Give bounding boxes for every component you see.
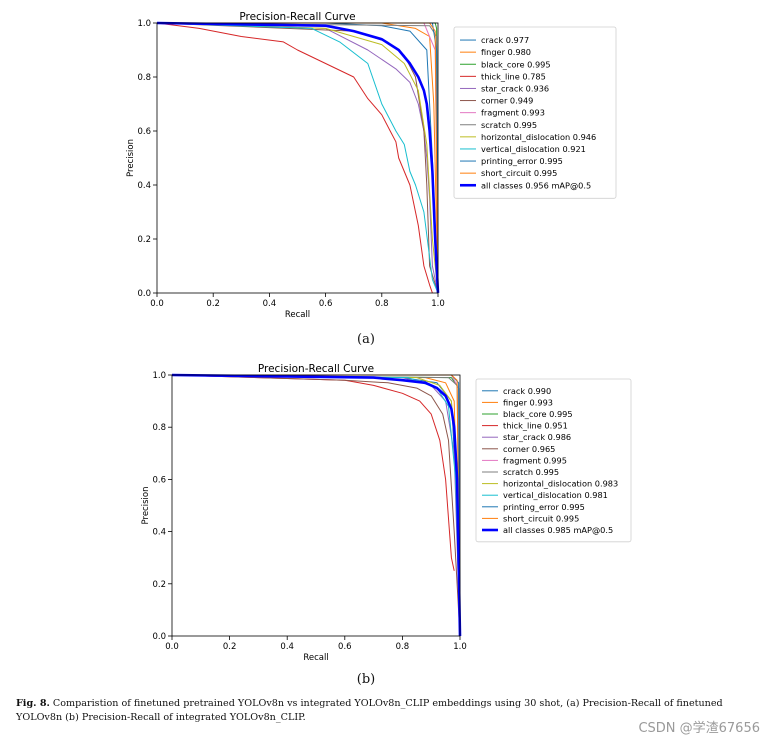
chart-a: 0.0 0.2 0.4 0.6 0.8 1.0 0.0 0.2 0.4 0.6 0.8 1.0 Prec… (126, 11, 617, 320)
legend-entry: scratch 0.995 (481, 120, 537, 130)
legend-entry: black_core 0.995 (481, 59, 551, 69)
legend-entry: printing_error 0.995 (481, 156, 563, 166)
x-tick-label: 0.4 (263, 299, 277, 309)
subfigure-caption-a: (a) (357, 332, 375, 347)
y-tick-label: 0.2 (152, 580, 166, 590)
legend-entry: vertical_dislocation 0.981 (503, 490, 608, 500)
legend-entry: short_circuit 0.995 (503, 513, 579, 523)
x-tick-label: 1.0 (431, 299, 445, 309)
y-tick-label: 0.0 (137, 289, 151, 299)
chart-b: 0.0 0.2 0.4 0.6 0.8 1.0 0.0 0.2 0.4 0.6 0.8 1.0 Prec… (141, 363, 632, 663)
series-line-thick_line (171, 374, 455, 571)
series-line-finger (157, 22, 439, 294)
series-line-scratch (171, 374, 461, 637)
legend-entry: crack 0.977 (481, 35, 529, 45)
legend-entry: black_core 0.995 (503, 409, 573, 419)
series-line-black_core (171, 374, 461, 637)
y-tick-label: 0.2 (137, 235, 151, 245)
y-axis-label: Precision (141, 487, 151, 525)
x-tick-label: 0.6 (338, 642, 352, 652)
x-tick-label: 0.0 (150, 299, 164, 309)
y-tick-label: 0.8 (137, 73, 151, 83)
legend-box (453, 26, 617, 199)
figure-caption-text: Comparistion of finetuned pretrained YOL… (16, 698, 723, 723)
subfigure-caption-b: (b) (356, 672, 376, 687)
series-line-star_crack (156, 22, 439, 294)
legend-entry: corner 0.965 (503, 444, 555, 454)
series-line-scratch (156, 22, 439, 294)
y-tick-label: 0.4 (137, 181, 151, 191)
legend-entry: short_circuit 0.995 (481, 168, 557, 178)
y-tick-label: 0.0 (152, 632, 166, 642)
watermark: CSDN @学渣67656 (638, 721, 760, 736)
legend-entry: star_crack 0.936 (481, 83, 549, 93)
legend-entry: fragment 0.993 (481, 108, 545, 118)
y-tick-label: 0.6 (152, 475, 166, 485)
legend-entry: finger 0.980 (481, 47, 531, 57)
figure-caption: Fig. 8. Comparistion of finetuned pretra… (16, 697, 751, 725)
legend-entry: horizontal_dislocation 0.983 (503, 479, 618, 489)
plot-frame (171, 374, 461, 637)
series-line-printing_error (172, 374, 461, 637)
chart-title: Precision-Recall Curve (239, 11, 355, 23)
x-tick-label: 0.4 (280, 642, 294, 652)
legend-entry: printing_error 0.995 (503, 502, 585, 512)
legend-entry: scratch 0.995 (503, 467, 559, 477)
y-tick-label: 1.0 (137, 19, 151, 29)
x-axis-label: Recall (303, 653, 328, 663)
series-line-printing_error (157, 22, 439, 294)
figure-label: Fig. 8. (16, 698, 50, 709)
legend-entry: vertical_dislocation 0.921 (481, 144, 586, 154)
series-line-fragment (157, 22, 439, 294)
series-line-short_circuit (172, 374, 461, 637)
y-tick-label: 1.0 (152, 371, 166, 381)
legend-entry: thick_line 0.951 (503, 421, 568, 431)
series-line-short_circuit (157, 22, 439, 294)
legend-entry: crack 0.990 (503, 386, 551, 396)
series-line-all (171, 373, 462, 637)
series-line-fragment (172, 374, 461, 637)
x-tick-label: 1.0 (453, 642, 467, 652)
series-line-crack (157, 22, 439, 294)
x-tick-label: 0.8 (396, 642, 410, 652)
chart-title: Precision-Recall Curve (258, 363, 374, 375)
x-axis-label: Recall (285, 310, 310, 320)
x-tick-label: 0.6 (319, 299, 333, 309)
series-line-crack (171, 374, 461, 637)
y-tick-label: 0.8 (152, 423, 166, 433)
legend-entry: all classes 0.985 mAP@0.5 (503, 525, 613, 535)
series-line-all (156, 21, 440, 294)
x-tick-label: 0.2 (223, 642, 237, 652)
x-tick-label: 0.8 (375, 299, 389, 309)
legend-entry: finger 0.993 (503, 397, 553, 407)
series-line-finger (171, 374, 461, 637)
plot-frame (156, 22, 439, 294)
series-line-corner (156, 22, 439, 294)
series-line-vertical_dislocation (171, 374, 461, 637)
series-line-horizontal_dislocation (156, 22, 439, 294)
x-tick-label: 0.0 (165, 642, 179, 652)
y-axis-label: Precision (126, 139, 136, 177)
legend-box (475, 378, 632, 543)
legend-entry: corner 0.949 (481, 96, 533, 106)
legend-entry: thick_line 0.785 (481, 71, 546, 81)
series-line-thick_line (156, 22, 433, 294)
series-line-star_crack (171, 374, 461, 637)
series-line-vertical_dislocation (156, 22, 439, 294)
legend-entry: star_crack 0.986 (503, 432, 571, 442)
series-line-corner (171, 374, 461, 637)
series-line-horizontal_dislocation (171, 374, 461, 637)
y-tick-label: 0.6 (137, 127, 151, 137)
legend-entry: horizontal_dislocation 0.946 (481, 132, 596, 142)
y-tick-label: 0.4 (152, 528, 166, 538)
legend-entry: all classes 0.956 mAP@0.5 (481, 180, 591, 190)
series-line-black_core (157, 22, 439, 294)
legend-entry: fragment 0.995 (503, 455, 567, 465)
x-tick-label: 0.2 (206, 299, 220, 309)
